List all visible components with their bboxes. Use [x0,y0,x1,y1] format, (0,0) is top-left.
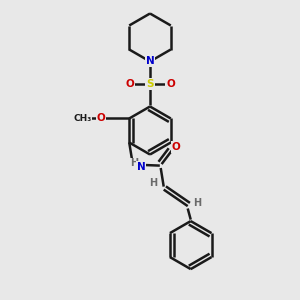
Text: O: O [96,113,105,124]
Text: O: O [125,79,134,89]
Text: H: H [149,178,157,188]
Text: H: H [193,197,201,208]
Text: N: N [137,161,146,172]
Text: O: O [166,79,175,89]
Text: H: H [130,158,138,169]
Text: CH₃: CH₃ [74,114,92,123]
Text: O: O [171,142,180,152]
Text: S: S [146,79,154,89]
Text: N: N [146,56,154,67]
